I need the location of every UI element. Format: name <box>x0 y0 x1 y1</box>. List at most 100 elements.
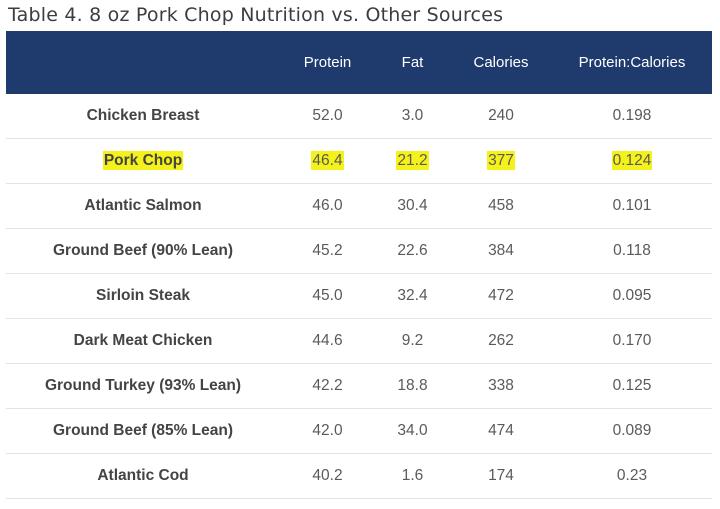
protein-cell-text: 45.2 <box>312 242 343 260</box>
food-name-cell-text: Ground Beef (85% Lean) <box>53 421 233 439</box>
food-name-cell-text: Chicken Breast <box>86 107 200 125</box>
calories-cell: 240 <box>450 94 552 139</box>
protein-cell-text: 40.2 <box>312 466 343 484</box>
calories-cell-text: 458 <box>488 197 514 215</box>
protein-cell: 44.6 <box>280 318 375 363</box>
protein-calories-cell-text: 0.101 <box>612 197 652 215</box>
calories-cell-text: 262 <box>488 331 514 349</box>
calories-cell-text: 377 <box>487 151 515 171</box>
protein-calories-cell-text: 0.124 <box>611 151 653 171</box>
fat-cell: 30.4 <box>375 184 450 229</box>
food-name-cell: Ground Beef (90% Lean) <box>6 229 280 274</box>
food-name-cell-text: Pork Chop <box>102 151 184 171</box>
protein-calories-cell-text: 0.125 <box>612 376 652 394</box>
fat-cell-text: 30.4 <box>397 197 428 215</box>
nutrition-table: Protein Fat Calories Protein:Calories Ch… <box>6 31 712 499</box>
protein-cell: 46.0 <box>280 184 375 229</box>
protein-calories-cell: 0.170 <box>552 318 712 363</box>
column-header-fat: Fat <box>401 54 424 71</box>
calories-cell: 384 <box>450 229 552 274</box>
table-row: Ground Turkey (93% Lean) 42.2 18.8 338 0.125 <box>6 363 712 409</box>
protein-cell-text: 52.0 <box>312 107 343 125</box>
column-header-protein: Protein <box>303 54 352 71</box>
protein-cell-text: 42.0 <box>312 421 343 439</box>
protein-calories-cell: 0.101 <box>552 184 712 229</box>
calories-cell-text: 472 <box>488 287 514 304</box>
calories-cell-text: 174 <box>488 466 514 484</box>
column-header-calories: Calories <box>473 54 529 71</box>
protein-calories-cell: 0.23 <box>552 453 712 498</box>
table-row: Atlantic Salmon 46.0 30.4 458 0.101 <box>6 184 712 229</box>
protein-cell: 45.0 <box>280 274 375 319</box>
fat-cell: 1.6 <box>375 453 450 498</box>
table-caption: Table 4. 8 oz Pork Chop Nutrition vs. Ot… <box>8 4 504 26</box>
fat-cell: 22.6 <box>375 229 450 274</box>
protein-cell-text: 46.4 <box>311 151 344 171</box>
calories-cell: 474 <box>450 408 552 453</box>
fat-cell-text: 9.2 <box>401 331 424 349</box>
protein-calories-cell: 0.089 <box>552 408 712 453</box>
fat-cell-text: 18.8 <box>397 376 428 394</box>
calories-cell: 338 <box>450 363 552 408</box>
food-name-cell: Ground Turkey (93% Lean) <box>6 363 280 408</box>
protein-calories-cell-text: 0.095 <box>612 287 652 304</box>
table-row: Dark Meat Chicken 44.6 9.2 262 0.170 <box>6 318 712 364</box>
food-name-cell: Chicken Breast <box>6 94 280 139</box>
fat-cell-text: 32.4 <box>397 287 428 304</box>
calories-cell-text: 384 <box>488 242 514 260</box>
protein-calories-cell-text: 0.118 <box>613 242 651 260</box>
table-body: Chicken Breast 52.0 3.0 240 0.198 Pork Chop 46… <box>6 94 712 499</box>
food-name-cell: Atlantic Salmon <box>6 184 280 229</box>
table-row: Atlantic Cod 40.2 1.6 174 0.23 <box>6 453 712 499</box>
food-name-cell-text: Ground Beef (90% Lean) <box>53 242 233 260</box>
protein-calories-cell: 0.125 <box>552 363 712 408</box>
fat-cell-text: 34.0 <box>397 421 428 439</box>
food-name-cell: Pork Chop <box>6 139 280 184</box>
protein-cell-text: 45.0 <box>312 287 343 304</box>
food-name-cell-text: Atlantic Cod <box>97 466 189 484</box>
header-row: Protein Fat Calories Protein:Calories <box>6 31 712 94</box>
protein-calories-cell-text: 0.198 <box>612 107 652 125</box>
fat-cell-text: 21.2 <box>396 151 429 171</box>
fat-cell: 32.4 <box>375 274 450 319</box>
fat-cell: 34.0 <box>375 408 450 453</box>
table-row: Ground Beef (90% Lean) 45.2 22.6 384 0.118 <box>6 229 712 274</box>
protein-cell: 40.2 <box>280 453 375 498</box>
protein-calories-cell: 0.124 <box>552 139 712 184</box>
table-row: Pork Chop 46.4 21.2 377 0.124 <box>6 139 712 184</box>
calories-cell: 472 <box>450 274 552 319</box>
fat-cell: 21.2 <box>375 139 450 184</box>
calories-cell-text: 474 <box>488 421 514 439</box>
food-name-cell-text: Dark Meat Chicken <box>73 331 213 349</box>
food-name-cell-text: Sirloin Steak <box>96 287 190 304</box>
food-name-cell-text: Atlantic Salmon <box>84 197 202 215</box>
column-header-food <box>6 31 280 94</box>
calories-cell: 174 <box>450 453 552 498</box>
fat-cell-text: 3.0 <box>401 107 424 125</box>
calories-cell-text: 240 <box>488 107 514 125</box>
fat-cell-text: 1.6 <box>401 466 424 484</box>
protein-cell: 42.2 <box>280 363 375 408</box>
table-row: Ground Beef (85% Lean) 42.0 34.0 474 0.089 <box>6 408 712 454</box>
protein-cell-text: 42.2 <box>312 376 343 394</box>
table-row: Chicken Breast 52.0 3.0 240 0.198 <box>6 94 712 139</box>
protein-calories-cell-text: 0.170 <box>612 331 652 349</box>
food-name-cell-text: Ground Turkey (93% Lean) <box>44 376 242 394</box>
column-header-protein-calories: Protein:Calories <box>578 54 686 71</box>
table-header: Protein Fat Calories Protein:Calories <box>6 31 712 94</box>
calories-cell-text: 338 <box>488 376 514 394</box>
fat-cell: 18.8 <box>375 363 450 408</box>
food-name-cell: Dark Meat Chicken <box>6 318 280 363</box>
calories-cell: 377 <box>450 139 552 184</box>
protein-cell: 52.0 <box>280 94 375 139</box>
fat-cell: 9.2 <box>375 318 450 363</box>
food-name-cell: Ground Beef (85% Lean) <box>6 408 280 453</box>
protein-calories-cell: 0.198 <box>552 94 712 139</box>
protein-calories-cell: 0.095 <box>552 274 712 319</box>
protein-cell-text: 46.0 <box>312 197 343 215</box>
fat-cell: 3.0 <box>375 94 450 139</box>
calories-cell: 458 <box>450 184 552 229</box>
protein-cell: 42.0 <box>280 408 375 453</box>
protein-cell: 45.2 <box>280 229 375 274</box>
protein-calories-cell-text: 0.089 <box>612 421 652 439</box>
